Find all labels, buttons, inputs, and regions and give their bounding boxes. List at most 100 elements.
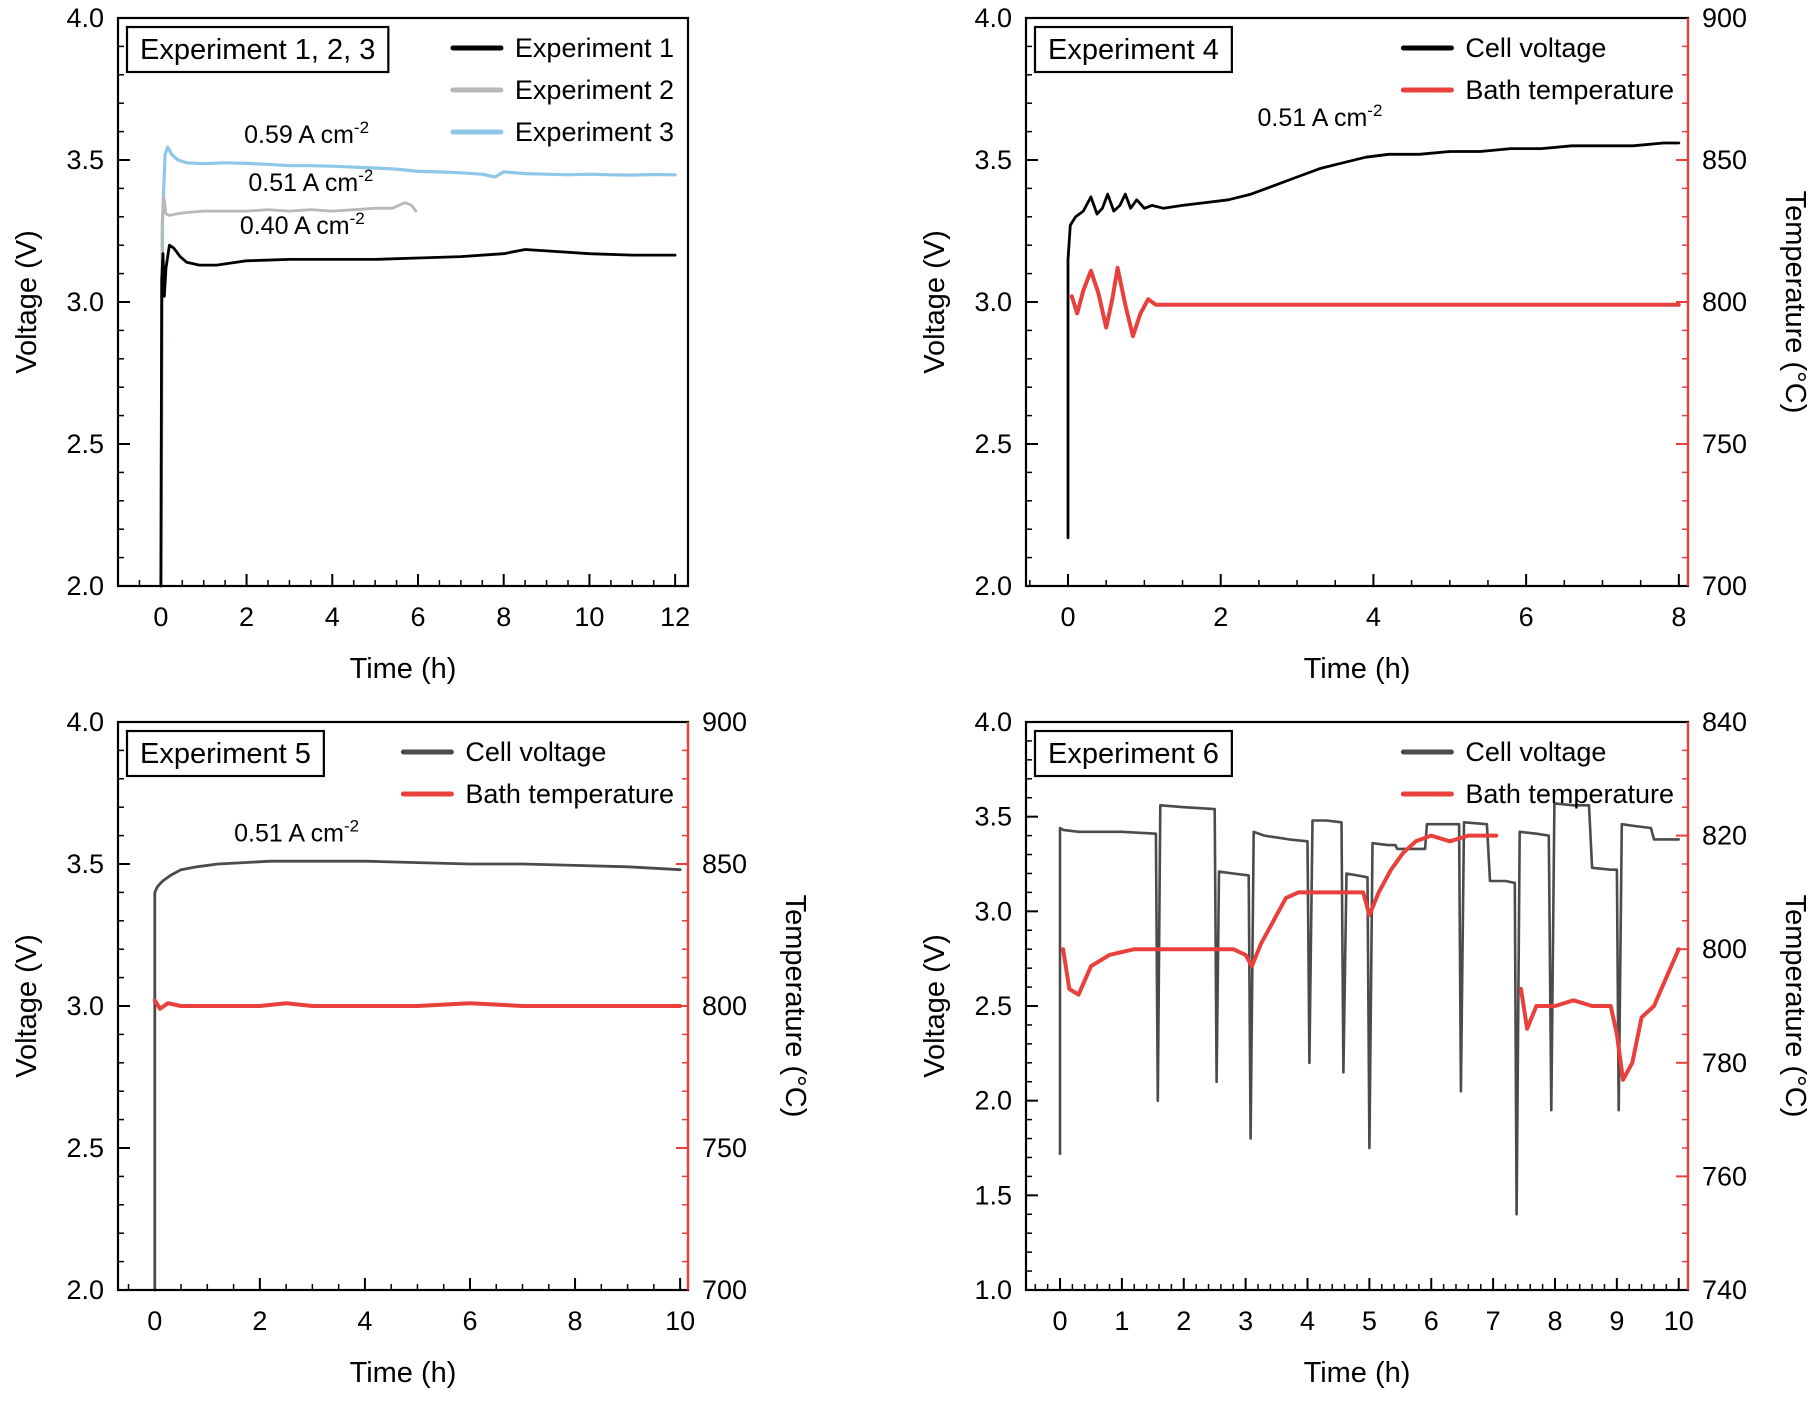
annotation-current-density: 0.59 A cm-2 [244, 118, 369, 149]
panel-title: Experiment 6 [1033, 729, 1233, 778]
plot-frame [116, 16, 690, 588]
annotation-current-density: 0.51 A cm-2 [1258, 101, 1383, 132]
y-axis-left: 2.0 2.5 3.0 3.5 4.0 Voltage (V) [11, 707, 130, 1305]
y-tick-label-right: 780 [1702, 1048, 1747, 1078]
x-tick-label: 5 [1362, 1306, 1377, 1336]
annotation-current-density: 0.51 A cm-2 [248, 166, 373, 197]
x-axis: 0 1 2 3 4 5 6 7 8 9 10 Time (h) [1034, 1278, 1694, 1389]
y-tick-label: 3.5 [974, 802, 1012, 832]
x-tick-label: 10 [665, 1306, 695, 1336]
panel-experiment-5: 0 2 4 6 8 10 Time (h) 2.0 2.5 3.0 3.5 4.0 Voltage (V… [0, 704, 908, 1408]
x-tick-label: 7 [1486, 1306, 1501, 1336]
y-tick-label: 2.5 [66, 1133, 104, 1163]
legend: Cell voltage Bath temperature [1400, 737, 1674, 809]
y-axis-title-right: Temperature (°C) [1779, 191, 1811, 414]
legend-label: Cell voltage [1465, 737, 1606, 767]
y-tick-label-right: 900 [702, 707, 747, 737]
x-tick-label: 2 [1176, 1306, 1191, 1336]
legend-label: Experiment 3 [515, 117, 674, 147]
y-tick-label-right: 800 [1702, 287, 1747, 317]
series-bath-temperature [1069, 265, 1681, 339]
panel-title-text: Experiment 4 [1048, 34, 1219, 66]
y-tick-label-right: 700 [1702, 571, 1747, 601]
series-cell-voltage [1058, 802, 1680, 1216]
x-tick-label: 6 [410, 602, 425, 632]
series-group [159, 145, 677, 588]
y-tick-label-right: 750 [1702, 429, 1747, 459]
x-tick-label: 2 [239, 602, 254, 632]
x-tick-label: 4 [357, 1306, 372, 1336]
y-tick-label-right: 800 [702, 991, 747, 1021]
y-tick-label: 3.0 [974, 896, 1012, 926]
legend-label: Experiment 2 [515, 75, 674, 105]
legend: Cell voltage Bath temperature [1400, 33, 1674, 105]
x-tick-label: 6 [1424, 1306, 1439, 1336]
y-tick-label-right: 760 [1702, 1161, 1747, 1191]
series-experiment-3 [159, 145, 677, 588]
panel-title-text: Experiment 5 [140, 738, 311, 770]
x-tick-label: 1 [1114, 1306, 1129, 1336]
x-tick-label: 12 [660, 602, 690, 632]
y-tick-label-right: 840 [1702, 707, 1747, 737]
y-tick-label: 1.5 [974, 1180, 1012, 1210]
x-tick-label: 10 [1664, 1306, 1694, 1336]
y-tick-label: 3.5 [974, 145, 1012, 175]
panel-title: Experiment 5 [125, 729, 325, 778]
y-tick-label: 3.5 [66, 145, 104, 175]
y-tick-label-right: 740 [1702, 1275, 1747, 1305]
series-cell-voltage [1066, 141, 1681, 540]
series-cell-voltage [153, 859, 682, 1292]
series-experiment-2 [159, 195, 418, 588]
x-tick-label: 6 [1519, 602, 1534, 632]
panel-experiment-1-2-3: 0 2 4 6 8 10 12 Time (h) 2.0 2.5 3.0 3.5 4.0 Voltage … [0, 0, 908, 704]
y-tick-label: 2.5 [66, 429, 104, 459]
y-tick-label-right: 750 [702, 1133, 747, 1163]
legend: Experiment 1 Experiment 2 Experiment 3 [450, 33, 674, 147]
y-tick-label: 2.5 [974, 429, 1012, 459]
y-tick-label-right: 700 [702, 1275, 747, 1305]
panel-title: Experiment 4 [1033, 25, 1233, 74]
x-tick-label: 8 [496, 602, 511, 632]
x-tick-label: 6 [462, 1306, 477, 1336]
y-tick-label: 1.0 [974, 1275, 1012, 1305]
x-tick-label: 2 [252, 1306, 267, 1336]
legend-label: Experiment 1 [515, 33, 674, 63]
legend-label: Cell voltage [1465, 33, 1606, 63]
series-bath-temperature [152, 998, 683, 1011]
y-axis-right: 740 760 780 800 820 840 Temperature (°C) [1676, 707, 1811, 1305]
x-tick-label: 8 [568, 1306, 583, 1336]
chart-experiment-1-2-3: 0 2 4 6 8 10 12 Time (h) 2.0 2.5 3.0 3.5 4.0 Voltage … [11, 3, 690, 685]
y-tick-label: 2.0 [974, 571, 1012, 601]
panel-title-text: Experiment 1, 2, 3 [140, 34, 375, 66]
legend-label: Cell voltage [465, 737, 606, 767]
x-tick-label: 4 [325, 602, 340, 632]
chart-experiment-4: 0 2 4 6 8 Time (h) 2.0 2.5 3.0 3.5 4.0 Voltage (V) 7… [919, 3, 1811, 685]
legend: Cell voltage Bath temperature [400, 737, 674, 809]
y-tick-label-right: 820 [1702, 821, 1747, 851]
y-tick-label: 4.0 [66, 3, 104, 33]
x-axis-title: Time (h) [350, 1357, 457, 1389]
panel-title-box [1033, 729, 1233, 778]
y-tick-label: 4.0 [974, 3, 1012, 33]
y-tick-label: 4.0 [974, 707, 1012, 737]
y-tick-label-right: 900 [1702, 3, 1747, 33]
x-axis-title: Time (h) [1304, 653, 1411, 685]
x-tick-label: 0 [153, 602, 168, 632]
y-axis-left: 2.0 2.5 3.0 3.5 4.0 Voltage (V) [919, 3, 1038, 601]
chart-experiment-5: 0 2 4 6 8 10 Time (h) 2.0 2.5 3.0 3.5 4.0 Voltage (V… [11, 707, 811, 1389]
x-tick-label: 8 [1671, 602, 1686, 632]
x-tick-label: 2 [1213, 602, 1228, 632]
x-tick-label: 10 [574, 602, 604, 632]
series-bath-temperature [1061, 833, 1681, 1082]
series-group [1058, 802, 1681, 1216]
y-tick-label: 3.0 [66, 287, 104, 317]
series-group [152, 859, 683, 1292]
chart-experiment-6: 0 1 2 3 4 5 6 7 8 9 10 Time (h) 1.0 1.5 2.0 2.5 3.0 3.5 4.… [919, 707, 1811, 1389]
x-tick-label: 0 [1060, 602, 1075, 632]
annotation-current-density: 0.40 A cm-2 [240, 209, 365, 240]
panel-title-box [125, 729, 325, 778]
legend-label: Bath temperature [1465, 75, 1674, 105]
x-axis: 0 2 4 6 8 10 12 Time (h) [117, 574, 690, 685]
series-experiment-1 [159, 243, 677, 588]
